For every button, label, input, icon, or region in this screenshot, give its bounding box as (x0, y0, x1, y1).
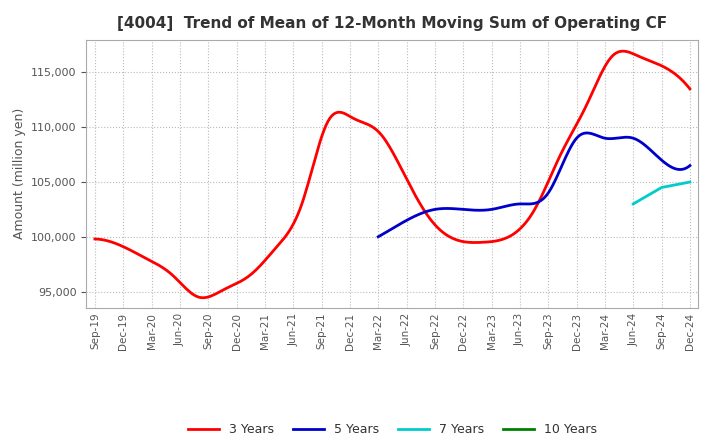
Legend: 3 Years, 5 Years, 7 Years, 10 Years: 3 Years, 5 Years, 7 Years, 10 Years (183, 418, 602, 440)
5 Years (559, 161, 567, 166)
5 Years (638, 140, 647, 146)
5 Years (685, 163, 694, 168)
3 Years (634, 53, 642, 59)
Line: 5 Years: 5 Years (378, 133, 690, 237)
3 Years (456, 238, 465, 244)
7 Years (657, 185, 666, 190)
3 Years (93, 236, 102, 242)
Line: 7 Years: 7 Years (633, 182, 690, 204)
3 Years (445, 234, 454, 239)
7 Years (685, 180, 694, 185)
Y-axis label: Amount (million yen): Amount (million yen) (13, 108, 26, 239)
3 Years (618, 48, 626, 54)
7 Years (629, 201, 637, 206)
3 Years (198, 295, 207, 301)
5 Years (375, 234, 384, 239)
Title: [4004]  Trend of Mean of 12-Month Moving Sum of Operating CF: [4004] Trend of Mean of 12-Month Moving … (117, 16, 667, 32)
3 Years (91, 236, 99, 242)
Line: 3 Years: 3 Years (95, 51, 690, 298)
5 Years (657, 158, 666, 163)
5 Years (582, 130, 591, 136)
5 Years (564, 148, 573, 153)
3 Years (447, 235, 456, 240)
3 Years (594, 77, 603, 82)
5 Years (374, 234, 382, 239)
3 Years (685, 86, 694, 92)
5 Years (559, 159, 568, 164)
